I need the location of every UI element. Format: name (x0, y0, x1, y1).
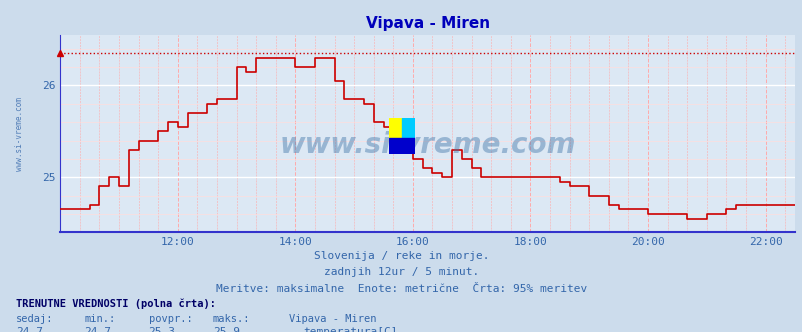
Text: TRENUTNE VREDNOSTI (polna črta):: TRENUTNE VREDNOSTI (polna črta): (16, 299, 216, 309)
Text: sedaj:: sedaj: (16, 314, 54, 324)
Bar (401, 118, 415, 138)
Title: Vipava - Miren: Vipava - Miren (365, 16, 489, 31)
Text: www.si-vreme.com: www.si-vreme.com (279, 131, 575, 159)
Text: www.si-vreme.com: www.si-vreme.com (15, 97, 24, 171)
Text: 24,7: 24,7 (16, 327, 43, 332)
Text: Slovenija / reke in morje.: Slovenija / reke in morje. (314, 251, 488, 261)
Text: zadnjih 12ur / 5 minut.: zadnjih 12ur / 5 minut. (323, 267, 479, 277)
Text: 24,7: 24,7 (84, 327, 111, 332)
Text: 25,9: 25,9 (213, 327, 240, 332)
Text: povpr.:: povpr.: (148, 314, 192, 324)
Text: maks.:: maks.: (213, 314, 250, 324)
Text: min.:: min.: (84, 314, 115, 324)
Bar (389, 138, 415, 154)
Text: temperatura[C]: temperatura[C] (303, 327, 398, 332)
Text: 25,3: 25,3 (148, 327, 176, 332)
Text: Vipava - Miren: Vipava - Miren (289, 314, 376, 324)
Text: Meritve: maksimalne  Enote: metrične  Črta: 95% meritev: Meritve: maksimalne Enote: metrične Črta… (216, 284, 586, 294)
Bar (389, 118, 401, 138)
